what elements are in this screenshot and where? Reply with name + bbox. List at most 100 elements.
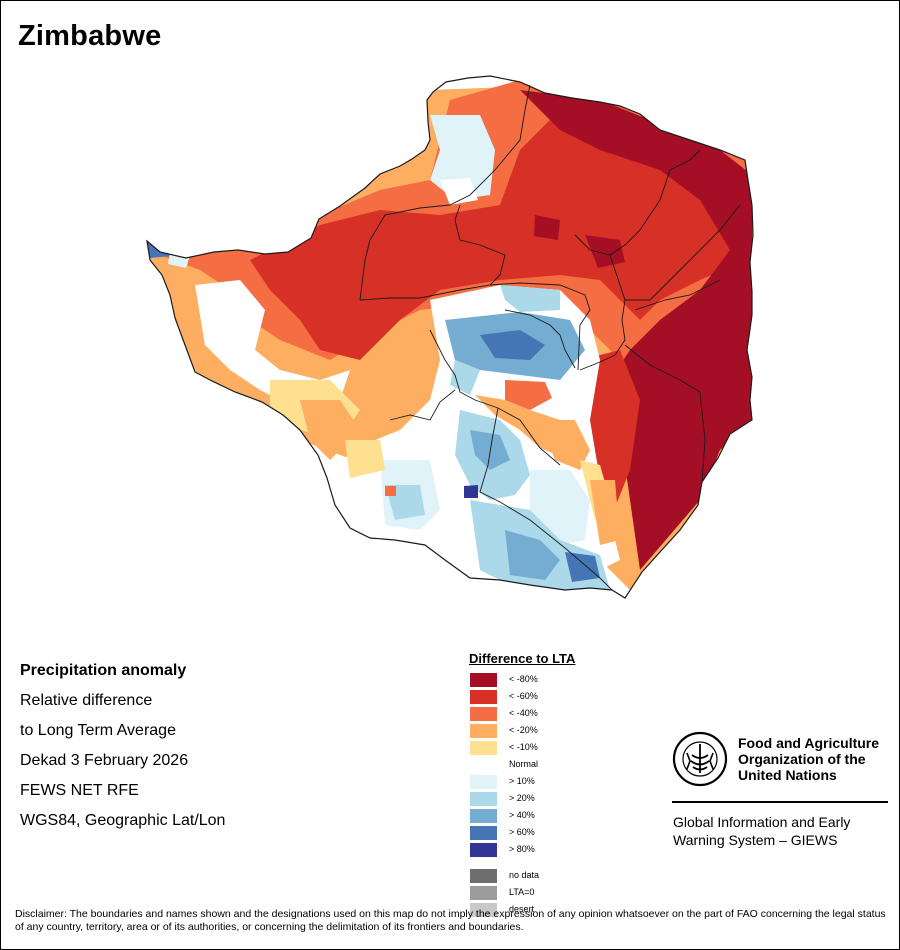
legend-class-row: < -10% xyxy=(469,738,669,755)
disclaimer: Disclaimer: The boundaries and names sho… xyxy=(15,908,886,933)
anomaly-region xyxy=(505,530,560,580)
legend-extra-row: desert xyxy=(469,900,669,917)
legend-class-row: > 60% xyxy=(469,823,669,840)
info-line-1: Relative difference xyxy=(20,692,153,709)
anomaly-region xyxy=(430,115,495,200)
legend-class-label: < -60% xyxy=(509,691,538,701)
legend-extra-label: no data xyxy=(509,870,540,880)
legend-class-label: < -40% xyxy=(509,708,538,718)
legend-class-swatch xyxy=(470,826,497,840)
legend-class-row: > 80% xyxy=(469,840,669,857)
anomaly-region xyxy=(464,485,478,498)
anomaly-region xyxy=(520,90,752,570)
legend-extra-swatch xyxy=(470,903,497,917)
legend-extra-swatch xyxy=(470,886,497,900)
legend-class-label: > 80% xyxy=(509,844,535,854)
legend-class-swatch xyxy=(470,792,497,806)
country-boundary xyxy=(146,75,754,599)
legend-classes: < -80% < -60% < -40% < -20% < -10% Normal > 10… xyxy=(469,670,669,857)
legend-class-label: < -10% xyxy=(509,742,538,752)
fao-logo-icon xyxy=(672,731,728,787)
legend-class-label: < -20% xyxy=(509,725,538,735)
info-period: Dekad 3 February 2026 xyxy=(20,752,189,769)
fao-name: Food and Agriculture Organization of the… xyxy=(738,735,888,783)
province-boundary xyxy=(389,389,456,421)
giews-line-1: Global Information and Early xyxy=(673,814,851,830)
province-boundary xyxy=(359,204,506,301)
anomaly-region xyxy=(534,215,560,240)
legend-class-swatch xyxy=(470,775,497,789)
fao-divider xyxy=(672,801,888,803)
anomaly-region xyxy=(480,330,545,360)
legend-class-swatch xyxy=(470,758,497,772)
legend-extra-swatch xyxy=(470,869,497,883)
province-boundary xyxy=(479,407,613,591)
anomaly-region xyxy=(385,486,396,496)
legend-class-swatch xyxy=(470,741,497,755)
map-info-block: Precipitation anomaly Relative differenc… xyxy=(20,656,225,836)
info-heading: Precipitation anomaly xyxy=(20,662,187,679)
legend-class-row: > 20% xyxy=(469,789,669,806)
legend-extra-row: no data xyxy=(469,866,669,883)
legend-class-label: > 10% xyxy=(509,776,535,786)
legend-class-swatch xyxy=(470,809,497,823)
province-boundary xyxy=(359,239,371,301)
legend-class-row: < -20% xyxy=(469,721,669,738)
legend-class-row: > 10% xyxy=(469,772,669,789)
info-projection: WGS84, Geographic Lat/Lon xyxy=(20,812,226,829)
anomaly-region xyxy=(505,380,552,410)
legend: Difference to LTA < -80% < -60% < -40% < -2… xyxy=(469,651,669,917)
fao-name-line-2: Organization of the xyxy=(738,751,866,767)
legend-class-swatch xyxy=(470,843,497,857)
legend-class-row: Normal xyxy=(469,755,669,772)
legend-class-label: > 60% xyxy=(509,827,535,837)
legend-title: Difference to LTA xyxy=(469,651,576,666)
legend-class-label: Normal xyxy=(509,759,539,769)
province-boundaries xyxy=(359,84,741,591)
anomaly-region xyxy=(195,280,350,410)
anomaly-region xyxy=(345,440,385,478)
anomaly-region xyxy=(565,552,600,582)
province-boundary xyxy=(504,309,576,369)
legend-class-label: > 40% xyxy=(509,810,535,820)
legend-class-swatch xyxy=(470,673,497,687)
info-source: FEWS NET RFE xyxy=(20,782,139,799)
province-boundary xyxy=(625,204,741,301)
legend-class-swatch xyxy=(470,690,497,704)
legend-extra-row: LTA=0 xyxy=(469,883,669,900)
province-boundary xyxy=(634,279,721,311)
anomaly-region xyxy=(300,400,360,460)
anomaly-region xyxy=(540,420,590,470)
legend-class-label: < -80% xyxy=(509,674,538,684)
fao-name-line-1: Food and Agriculture xyxy=(738,735,880,751)
legend-extra-label: LTA=0 xyxy=(509,887,535,897)
province-boundary xyxy=(369,84,531,241)
legend-class-row: < -40% xyxy=(469,704,669,721)
province-boundary xyxy=(624,344,706,483)
map-title: Zimbabwe xyxy=(18,20,162,52)
anomaly-region xyxy=(450,360,480,395)
anomaly-region xyxy=(500,285,560,312)
legend-class-row: < -60% xyxy=(469,687,669,704)
legend-class-row: > 40% xyxy=(469,806,669,823)
legend-class-row: < -80% xyxy=(469,670,669,687)
province-boundary xyxy=(429,329,561,466)
fao-name-line-3: United Nations xyxy=(738,767,837,783)
anomaly-region xyxy=(585,235,625,268)
province-boundary xyxy=(574,149,701,256)
legend-extra-label: desert xyxy=(509,904,535,914)
precipitation-anomaly-raster xyxy=(147,76,753,598)
anomaly-region xyxy=(590,480,620,545)
giews-name: Global Information and Early Warning Sys… xyxy=(673,813,889,849)
legend-class-swatch xyxy=(470,707,497,721)
legend-extras: no data LTA=0 desert xyxy=(469,866,669,917)
anomaly-region xyxy=(250,110,745,360)
province-boundary xyxy=(579,254,626,371)
legend-class-label: > 20% xyxy=(509,793,535,803)
info-line-2: to Long Term Average xyxy=(20,722,176,739)
legend-class-swatch xyxy=(470,724,497,738)
anomaly-region xyxy=(440,178,478,205)
giews-line-2: Warning System – GIEWS xyxy=(673,832,838,848)
province-boundary xyxy=(489,282,591,371)
